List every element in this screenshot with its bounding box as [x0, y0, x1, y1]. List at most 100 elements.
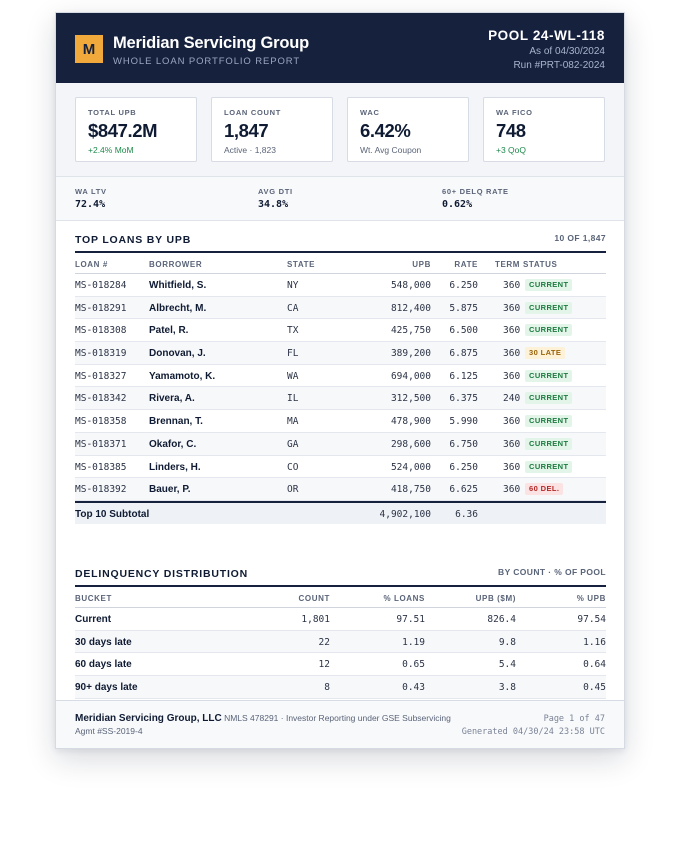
borrower-name: Patel, R. [149, 325, 189, 337]
state-code: WA [287, 370, 299, 382]
col-header-status: STATUS [523, 260, 558, 269]
top-loans-section: TOP LOANS BY UPB 10 OF 1,847 LOAN # BORR… [75, 231, 606, 524]
table-row: MS-018342 Rivera, A. IL 312,500 6.375 240 CURR… [75, 387, 606, 411]
term-value: 360 [503, 461, 521, 473]
section-meta: BY COUNT · % OF POOL [498, 567, 606, 577]
col-header-upb: UPB [412, 260, 431, 269]
upb-value: 298,600 [390, 438, 431, 450]
rate-value: 6.875 [449, 348, 478, 360]
kpi-band: TOTAL UPB $847.2M +2.4% MoM LOAN COUNT 1… [56, 83, 624, 177]
loan-number: MS-018385 [75, 461, 127, 473]
term-value: 360 [503, 484, 521, 496]
rate-value: 6.625 [449, 484, 478, 496]
col-header-upb: UPB ($M) [475, 594, 516, 603]
brand-name: Meridian Servicing Group [113, 34, 309, 52]
rate-value: 6.375 [449, 393, 478, 405]
pool-info: POOL 24-WL-118 As of 04/30/2024 Run #PRT… [488, 28, 605, 71]
rate-value: 6.125 [449, 370, 478, 382]
footer-details: NMLS 478291 · Investor Reporting under G… [75, 713, 451, 736]
term-value: 360 [503, 302, 521, 314]
loan-number: MS-018327 [75, 370, 127, 382]
col-header-rate: RATE [454, 260, 478, 269]
report-header: M Meridian Servicing Group WHOLE LOAN PO… [56, 13, 624, 83]
report-footer: Meridian Servicing Group, LLC NMLS 47829… [56, 700, 624, 748]
col-header-pct-loans: % LOANS [383, 594, 425, 603]
kpi-card-loan-count: LOAN COUNT 1,847 Active · 1,823 [211, 97, 333, 162]
borrower-name: Linders, H. [149, 461, 201, 473]
kpi-note: +2.4% MoM [88, 145, 134, 155]
state-code: FL [287, 348, 299, 360]
rate-value: 6.750 [449, 438, 478, 450]
status-badge: CURRENT [525, 369, 573, 382]
term-value: 240 [503, 393, 521, 405]
stat-avg-dti: AVG DTI 34.8% [258, 187, 293, 210]
kpi-value: $847.2M [88, 120, 158, 141]
table-row: MS-018385 Linders, H. CO 524,000 6.250 360 CUR… [75, 456, 606, 479]
upb-value: 478,900 [390, 416, 431, 428]
kpi-label: TOTAL UPB [88, 108, 137, 117]
kpi-value: 6.42% [360, 120, 411, 141]
upb-value: 389,200 [390, 348, 431, 360]
kpi-label: WA FICO [496, 108, 533, 117]
secondary-stats: WA LTV 72.4% AVG DTI 34.8% 60+ DELQ RATE… [56, 177, 624, 221]
borrower-name: Whitfield, S. [149, 280, 207, 291]
pct-upb-value: 1.16 [583, 636, 606, 648]
pct-loans-value: 0.65 [402, 659, 425, 671]
bucket-label: 90+ days late [75, 682, 138, 694]
kpi-label: LOAN COUNT [224, 108, 281, 117]
rate-value: 6.250 [449, 461, 478, 473]
as-of-date: As of 04/30/2024 [529, 46, 605, 57]
borrower-name: Albrecht, M. [149, 302, 207, 314]
section-header: TOP LOANS BY UPB 10 OF 1,847 [75, 231, 606, 253]
status-badge: 30 LATE [525, 347, 566, 360]
loan-number: MS-018342 [75, 393, 127, 405]
table-row: 30 days late 22 1.19 9.8 1.16 [75, 630, 606, 654]
borrower-name: Donovan, J. [149, 348, 206, 360]
state-code: MA [287, 416, 299, 428]
table-row: 90+ days late 8 0.43 3.8 0.45 [75, 676, 606, 699]
col-header-term: TERM [495, 260, 521, 269]
generated-timestamp: Generated 04/30/24 23:58 UTC [461, 727, 605, 737]
rate-value: 5.875 [449, 302, 478, 314]
state-code: CA [287, 302, 299, 314]
table-row: MS-018392 Bauer, P. OR 418,750 6.625 360 60 DE… [75, 478, 606, 501]
upb-value: 812,400 [390, 302, 431, 314]
state-code: NY [287, 280, 299, 291]
table-body: MS-018284 Whitfield, S. NY 548,000 6.250 360 C… [75, 274, 606, 501]
subtotal-upb: 4,902,100 [379, 508, 431, 520]
table-row: 60 days late 12 0.65 5.4 0.64 [75, 653, 606, 677]
stat-value: 34.8% [258, 199, 289, 210]
stat-wa-ltv: WA LTV 72.4% [75, 187, 107, 210]
kpi-note: +3 QoQ [496, 145, 527, 155]
pct-upb-value: 0.45 [583, 682, 606, 694]
col-header-loan: LOAN # [75, 260, 108, 269]
table-body: Current 1,801 97.51 826.4 97.54 30 days late 2… [75, 608, 606, 699]
table-row: Current 1,801 97.51 826.4 97.54 [75, 608, 606, 631]
upb-value: 694,000 [390, 370, 431, 382]
upb-value: 9.8 [498, 636, 516, 648]
section-meta: 10 OF 1,847 [554, 233, 606, 243]
upb-value: 312,500 [390, 393, 431, 405]
page-number: Page 1 of 47 [543, 714, 605, 724]
pct-upb-value: 0.64 [583, 659, 606, 671]
pool-id: POOL 24-WL-118 [488, 28, 605, 43]
kpi-note: Active · 1,823 [224, 145, 276, 155]
borrower-name: Bauer, P. [149, 484, 191, 496]
stat-label: AVG DTI [258, 187, 293, 196]
subtotal-row: Top 10 Subtotal 4,902,100 6.36 [75, 500, 606, 524]
status-badge: CURRENT [525, 392, 573, 405]
subtotal-label: Top 10 Subtotal [75, 508, 150, 520]
footer-company: Meridian Servicing Group, LLC [75, 713, 222, 724]
stat-value: 72.4% [75, 199, 106, 210]
table-row: MS-018327 Yamamoto, K. WA 694,000 6.125 360 CU… [75, 365, 606, 388]
table-row: MS-018291 Albrecht, M. CA 812,400 5.875 360 CU… [75, 296, 606, 320]
loan-number: MS-018392 [75, 484, 127, 496]
upb-value: 3.8 [498, 682, 516, 694]
col-header-borrower: BORROWER [149, 260, 203, 269]
col-header-pct-upb: % UPB [576, 594, 606, 603]
stat-60-delq-rate: 60+ DELQ RATE 0.62% [442, 187, 509, 210]
loan-number: MS-018371 [75, 438, 127, 450]
loan-number: MS-018284 [75, 280, 127, 291]
table-header-row: BUCKET COUNT % LOANS UPB ($M) % UPB [75, 587, 606, 608]
upb-value: 418,750 [390, 484, 431, 496]
